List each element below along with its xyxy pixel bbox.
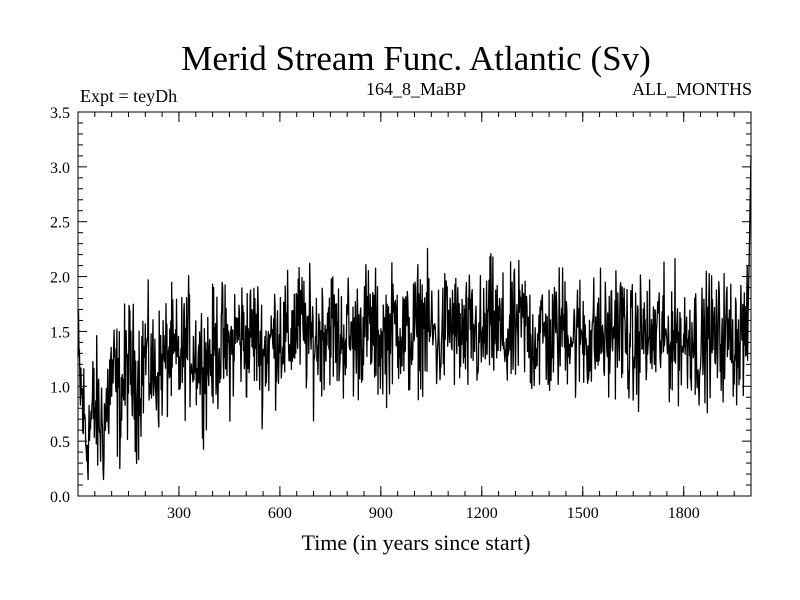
y-tick-label: 0.5 <box>50 434 70 451</box>
y-tick-label: 1.5 <box>50 324 70 341</box>
y-tick-label: 2.5 <box>50 215 70 232</box>
chart-title: Merid Stream Func. Atlantic (Sv) <box>181 39 651 78</box>
y-tick-label: 3.0 <box>50 160 70 177</box>
series-line <box>77 155 752 481</box>
x-axis-label: Time (in years since start) <box>302 530 531 555</box>
subtitle-right: ALL_MONTHS <box>632 79 752 99</box>
x-tick-label: 300 <box>167 505 191 522</box>
y-tick-label: 2.0 <box>50 270 70 287</box>
subtitle-center: 164_8_MaBP <box>366 79 466 99</box>
x-tick-label: 600 <box>268 505 292 522</box>
x-tick-label: 1200 <box>466 505 498 522</box>
x-tick-label: 1500 <box>567 505 599 522</box>
y-axis: 0.0 0.5 1.0 1.5 2.0 2.5 3.0 3.5 <box>50 105 751 506</box>
x-tick-label: 1800 <box>668 505 700 522</box>
subtitle-left: Expt = teyDh <box>80 86 177 106</box>
series-layer <box>77 155 752 481</box>
x-axis: 300 600 900 1200 1500 1800 <box>77 112 752 522</box>
y-tick-label: 1.0 <box>50 379 70 396</box>
y-tick-label: 3.5 <box>50 105 70 122</box>
y-tick-label: 0.0 <box>50 489 70 506</box>
x-tick-label: 900 <box>369 505 393 522</box>
